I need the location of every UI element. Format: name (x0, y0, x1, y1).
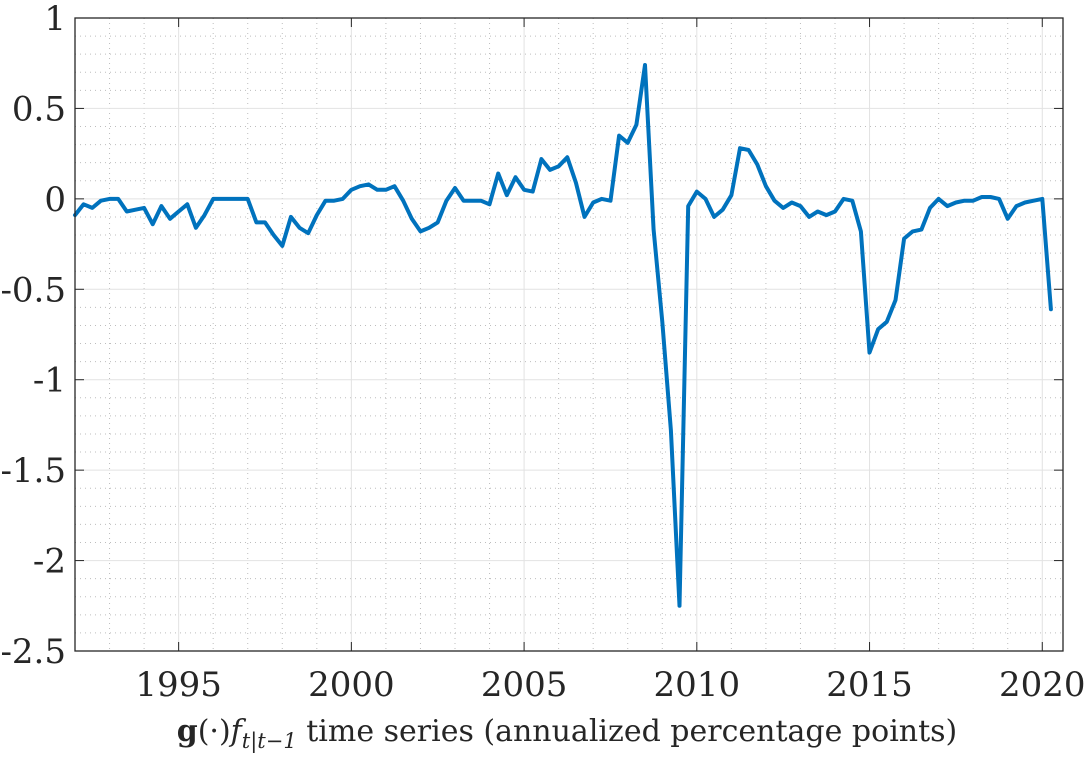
x-tick-label: 2000 (308, 665, 395, 705)
y-tick-label: -2 (33, 542, 66, 582)
x-tick-label: 2010 (654, 665, 741, 705)
series-line (73, 63, 1053, 608)
y-tick-label: -1.5 (0, 451, 66, 491)
x-axis-label: g(·)ft|t−1 time series (annualized perce… (177, 714, 958, 754)
y-tick-labels: -2.5 -2 -1.5 -1 -0.5 0 0.5 1 (0, 0, 66, 672)
x-tick-label: 2015 (826, 665, 913, 705)
y-tick-label: -1 (33, 361, 66, 401)
y-tick-label: 0.5 (12, 89, 66, 129)
x-tick-label: 1995 (135, 665, 222, 705)
x-tick-label: 2005 (481, 665, 568, 705)
plot-area-frame (74, 17, 1064, 652)
y-tick-label: 0 (44, 180, 66, 220)
y-tick-label: -0.5 (0, 270, 66, 310)
x-tick-labels: 1995 2000 2005 2010 2015 2020 (135, 665, 1085, 705)
grid (74, 17, 1063, 652)
y-tick-label: -2.5 (0, 632, 66, 672)
y-tick-label: 1 (44, 0, 66, 39)
x-tick-label: 2020 (999, 665, 1086, 705)
